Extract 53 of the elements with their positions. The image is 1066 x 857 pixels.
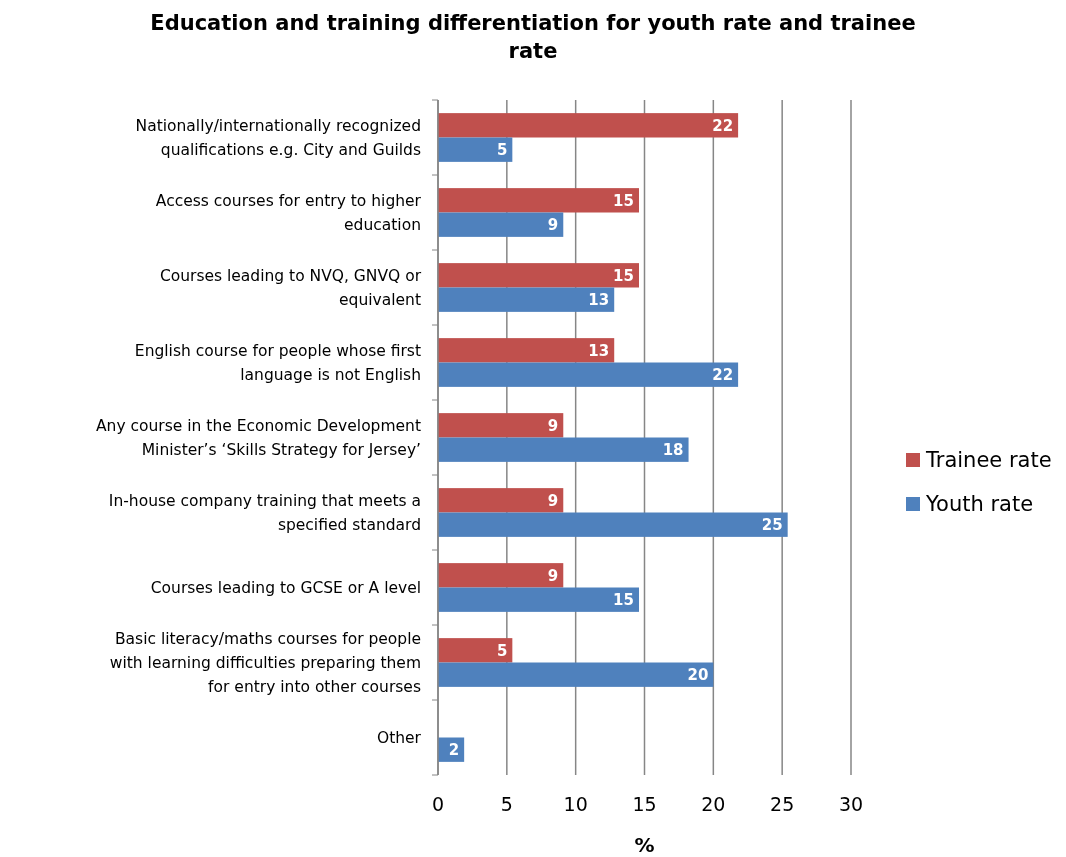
y-tick-label: Nationally/internationally recognized qualifications e.g. City and Guilds (135, 116, 421, 159)
x-tick-label: 15 (632, 793, 657, 815)
bar (438, 137, 513, 162)
bar (438, 437, 689, 462)
x-axis-title: % (634, 833, 655, 857)
data-label: 9 (547, 215, 559, 234)
bar (438, 188, 639, 213)
y-tick-label: Other (376, 728, 422, 747)
y-tick-label: Courses leading to GCSE or A level (150, 578, 421, 597)
y-tick-label: Access courses for entry to higher education (155, 191, 422, 234)
bar (438, 587, 639, 612)
bar (438, 413, 564, 438)
data-label: 5 (496, 140, 508, 159)
bar (438, 638, 513, 663)
bar (438, 512, 788, 537)
legend-label: Youth rate (925, 492, 1034, 517)
bar (438, 338, 615, 363)
legend-label: Trainee rate (925, 448, 1052, 473)
bar (438, 662, 714, 687)
x-tick-label: 0 (431, 793, 445, 815)
bar (438, 263, 639, 288)
data-label: 25 (761, 515, 783, 534)
bar (438, 287, 615, 312)
y-tick-label: Courses leading to NVQ, GNVQ or equivalent (159, 266, 422, 309)
x-tick-label: 30 (838, 793, 864, 815)
y-tick-label: Any course in the Economic Development Minister’s ‘Skills Strategy for Jersey’ (96, 416, 421, 459)
x-tick-label: 10 (563, 793, 588, 815)
bar (438, 362, 739, 387)
x-tick-label: 20 (701, 793, 726, 815)
data-label: 9 (547, 491, 559, 510)
data-label: 9 (547, 566, 559, 585)
chart-title: Education and training differentiation for youth rate and trainee rate (150, 11, 916, 63)
y-tick-label: In-house company training that meets a specified standard (108, 491, 421, 534)
data-label: 9 (547, 416, 559, 435)
bar (438, 488, 564, 513)
data-label: 15 (613, 590, 634, 609)
data-label: 5 (496, 641, 508, 660)
data-label: 13 (588, 341, 610, 360)
data-label: 22 (712, 116, 734, 135)
x-tick-label: 5 (500, 793, 513, 815)
data-label: 2 (448, 740, 460, 759)
data-label: 22 (712, 365, 734, 384)
y-tick-label: English course for people whose first language is not English (134, 341, 421, 384)
bar (438, 563, 564, 588)
data-label: 20 (687, 665, 709, 684)
y-tick-label: Basic literacy/maths courses for people with learning difficulties preparing them for entry into other courses (109, 629, 421, 696)
data-label: 18 (662, 440, 684, 459)
data-label: 15 (613, 191, 634, 210)
data-label: 13 (588, 290, 610, 309)
x-tick-label: 25 (770, 793, 795, 815)
bar (438, 212, 564, 237)
bar (438, 113, 739, 138)
data-label: 15 (613, 266, 634, 285)
